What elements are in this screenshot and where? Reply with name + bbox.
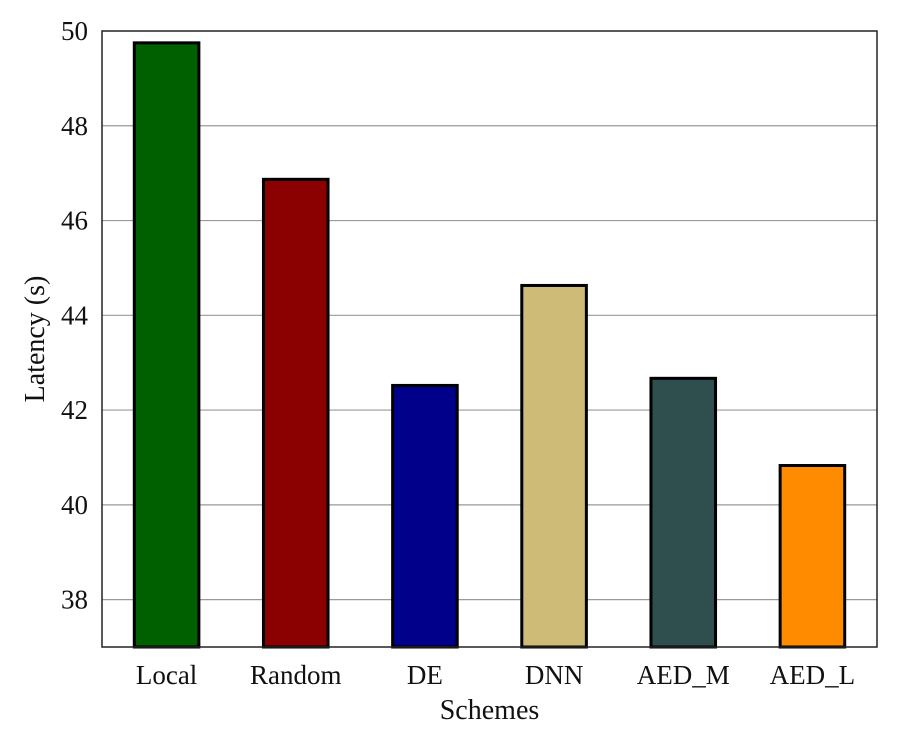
gridlines [102, 125, 877, 601]
y-tick-label: 38 [61, 585, 88, 615]
bar-local [132, 41, 201, 649]
y-tick-label: 46 [61, 206, 88, 236]
x-tick-label: Local [136, 660, 197, 690]
y-tick-label: 50 [61, 16, 88, 46]
y-axis-label: Latency (s) [20, 276, 51, 403]
x-tick-label: AED_M [637, 660, 730, 690]
y-tick-label: 48 [61, 111, 88, 141]
bar-random [261, 177, 330, 649]
x-tick-label: AED_L [770, 660, 855, 690]
x-axis-label: Schemes [440, 695, 540, 726]
y-tick-labels: 38 40 42 44 46 48 50 [61, 16, 89, 615]
x-tick-label: DNN [525, 660, 584, 690]
x-tick-label: DE [407, 660, 443, 690]
bar-aed-l [778, 464, 847, 649]
y-tick-label: 44 [61, 300, 89, 330]
bar-dnn [520, 283, 588, 649]
bar-de [391, 383, 459, 649]
plot-frame [101, 30, 878, 648]
y-tick-label: 42 [61, 395, 88, 425]
bar-aed-m [649, 376, 718, 649]
x-tick-label: Random [250, 660, 342, 690]
x-tick-labels: Local Random DE DNN AED_M AED_L [136, 660, 855, 690]
y-tick-label: 40 [61, 490, 88, 520]
bars [132, 41, 847, 649]
